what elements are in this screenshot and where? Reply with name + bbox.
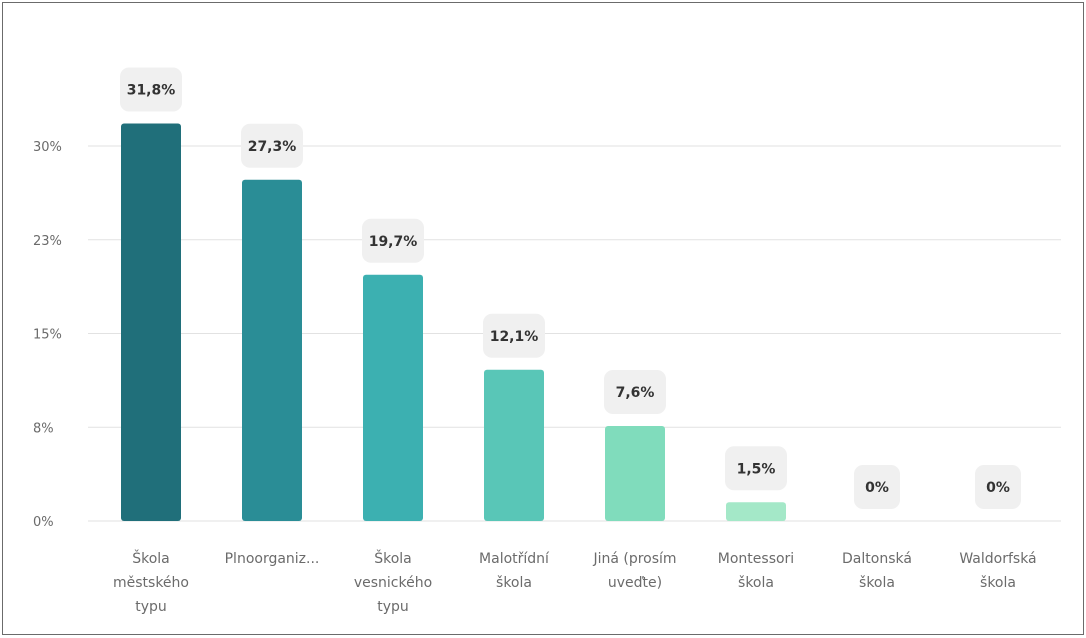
value-label: 0% (986, 480, 1010, 496)
category-label-line: Škola (132, 549, 170, 567)
category-label: Plnoorganiz... (225, 551, 320, 567)
y-tick-label: 30% (33, 140, 62, 155)
category-label-line: Malotřídní (479, 551, 550, 567)
category-label-line: škola (859, 575, 895, 591)
value-label-badge: 27,3% (241, 123, 303, 168)
category-label-line: Daltonská (842, 551, 912, 567)
value-label: 27,3% (248, 139, 297, 155)
badge-background (483, 313, 545, 358)
category-label-line: Škola (374, 549, 412, 567)
category-label: Škola vesnického typu (354, 549, 432, 615)
category-label-line: uveďte) (608, 575, 662, 591)
value-label-badge: 1,5% (725, 446, 787, 491)
category-label-line: Waldorfská (959, 551, 1036, 567)
category-label: Malotřídní škola (479, 551, 550, 591)
category-label-line: škola (980, 575, 1016, 591)
value-label: 1,5% (737, 461, 776, 477)
category-label: Jiná (prosím uveďte) (592, 551, 676, 591)
value-label: 0% (865, 480, 889, 496)
value-label: 31,8% (127, 83, 176, 99)
bar[interactable] (726, 502, 786, 521)
value-labels: 31,8% 27,3% 19,7% 12,1% 7,6% 1,5% 0% 0% (120, 67, 1021, 509)
value-label-badge: 0% (854, 465, 900, 509)
category-label-line: Plnoorganiz... (225, 551, 320, 567)
bar[interactable] (363, 274, 423, 521)
badge-background (362, 218, 424, 263)
category-label: Montessori škola (718, 551, 794, 591)
y-tick-label: 8% (33, 421, 54, 436)
bar[interactable] (484, 369, 544, 521)
bar[interactable] (121, 123, 181, 522)
value-label: 12,1% (490, 329, 539, 345)
category-label-line: typu (377, 599, 409, 615)
category-label-line: Jiná (prosím (592, 551, 676, 567)
badge-background (854, 465, 900, 509)
bars (121, 123, 786, 522)
y-tick-label: 15% (33, 328, 62, 343)
category-label-line: škola (496, 575, 532, 591)
category-label: Škola městského typu (113, 549, 189, 615)
badge-background (604, 370, 666, 414)
value-label-badge: 12,1% (483, 313, 545, 358)
value-label: 19,7% (369, 234, 418, 250)
value-label-badge: 31,8% (120, 67, 182, 112)
y-tick-label: 0% (33, 515, 54, 530)
category-label-line: městského (113, 575, 189, 591)
badge-background (725, 446, 787, 491)
category-label: Waldorfská škola (959, 551, 1036, 591)
x-axis-category-labels: Škola městského typu Plnoorganiz... Škola ves… (113, 549, 1037, 615)
badge-background (120, 67, 182, 112)
category-label-line: vesnického (354, 575, 432, 591)
badge-background (975, 465, 1021, 509)
value-label: 7,6% (616, 385, 655, 401)
y-axis-tick-labels: 0% 8% 15% 23% 30% (33, 140, 62, 530)
value-label-badge: 19,7% (362, 218, 424, 263)
bar[interactable] (242, 179, 302, 521)
category-label-line: Montessori (718, 551, 794, 567)
category-label-line: typu (135, 599, 167, 615)
bar-chart: 0% 8% 15% 23% 30% 31,8% 27,3% 19,7% 12,1% 7,6% 1,… (33, 67, 1061, 615)
y-tick-label: 23% (33, 234, 62, 249)
gridlines (88, 145, 1061, 522)
category-label-line: škola (738, 575, 774, 591)
category-label: Daltonská škola (842, 551, 912, 591)
badge-background (241, 123, 303, 168)
value-label-badge: 0% (975, 465, 1021, 509)
bar[interactable] (605, 426, 665, 521)
value-label-badge: 7,6% (604, 370, 666, 414)
